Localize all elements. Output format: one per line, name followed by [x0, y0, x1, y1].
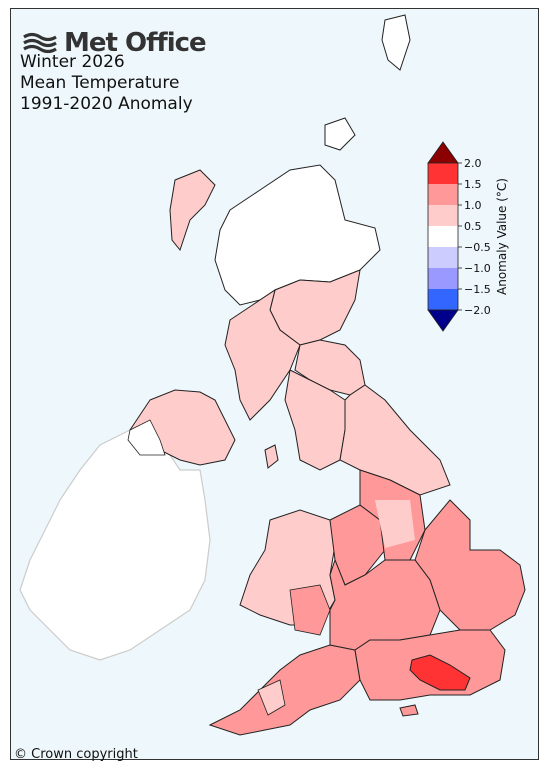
colour-bar-bin	[428, 226, 458, 247]
region-yorkshire	[339, 384, 451, 496]
region-northern-ireland-west	[127, 419, 166, 456]
title-variable: Mean Temperature	[20, 73, 180, 93]
colour-bar-bin	[428, 247, 458, 268]
region-south-west-england	[208, 644, 361, 736]
colour-bar-tick-label: −1.5	[464, 283, 491, 296]
brand: Met Office	[22, 28, 207, 58]
ireland-landmass	[19, 419, 211, 661]
region-orkney	[324, 117, 356, 151]
colour-bar-tick-label: 1.5	[464, 178, 482, 191]
region-sussex-weald	[409, 654, 471, 691]
colour-bar-extend-max	[427, 141, 459, 164]
colour-bar-bin	[428, 163, 458, 184]
region-western-isles	[169, 169, 216, 252]
colour-bar-tick-label: −0.5	[464, 241, 491, 254]
brand-name: Met Office	[64, 28, 207, 58]
region-isle-of-wight	[399, 704, 419, 717]
colour-bar-extend-min	[427, 309, 459, 332]
met-office-wave-logo	[23, 32, 57, 54]
colour-bar-title: Anomaly Value (°C)	[495, 178, 509, 295]
colour-bar-tick-label: −1.0	[464, 262, 491, 275]
colour-bar-tick-label: −2.0	[464, 304, 491, 317]
region-shetland	[381, 14, 411, 71]
colour-bar-bin	[428, 268, 458, 289]
map-title: Winter 2026 Mean Temperature 1991-2020 A…	[20, 52, 193, 115]
colour-bar-tick-label: 0.5	[464, 220, 482, 233]
region-midlands-light	[375, 500, 415, 548]
colour-bar: 2.0 1.5 1.0 0.5 −0.5 −1.0 −1.5 −2.0 Anomaly Valu…	[427, 141, 509, 332]
colour-bar-bin	[428, 205, 458, 226]
colour-bar-bin	[428, 184, 458, 205]
region-wales-south	[289, 584, 331, 636]
copyright-notice: © Crown copyright	[14, 747, 138, 762]
title-baseline: 1991-2020 Anomaly	[20, 94, 193, 114]
colour-bar-bin	[428, 289, 458, 310]
title-season: Winter 2026	[20, 52, 125, 72]
colour-bar-tick-label: 2.0	[464, 157, 482, 170]
colour-bar-tick-label: 1.0	[464, 199, 482, 212]
region-south-west-light	[257, 679, 286, 716]
region-isle-of-man	[264, 444, 279, 469]
